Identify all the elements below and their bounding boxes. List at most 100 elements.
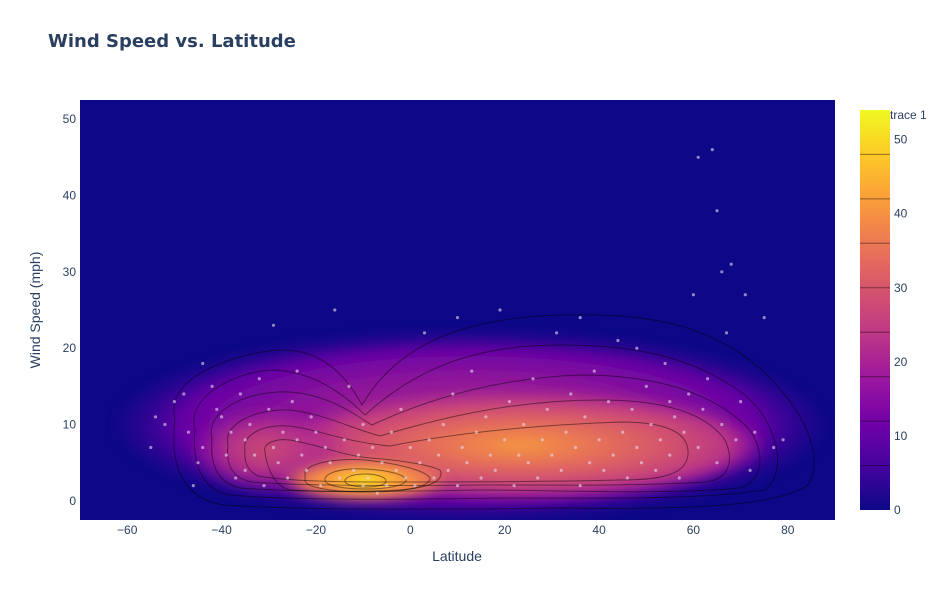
scatter-point <box>781 438 785 442</box>
scatter-point <box>470 369 474 373</box>
scatter-point <box>540 438 545 442</box>
scatter-point <box>503 438 507 442</box>
scatter-point <box>404 476 408 480</box>
scatter-point <box>555 331 559 335</box>
contour-level-6 <box>264 439 442 492</box>
scatter-point <box>413 484 417 488</box>
scatter-point <box>706 377 710 381</box>
scatter-point <box>455 316 460 320</box>
scatter-point <box>253 453 257 457</box>
scatter-point <box>352 468 356 472</box>
density-peak <box>280 458 450 502</box>
colorbar-tick-label: 20 <box>894 355 908 369</box>
scatter-point <box>234 476 238 480</box>
scatter-point <box>729 262 733 266</box>
contour-level-2 <box>193 344 779 500</box>
x-tick-label: −60 <box>117 523 138 537</box>
scatter-point <box>333 308 337 312</box>
scatter-point <box>682 430 686 434</box>
contour-level-5 <box>244 421 689 483</box>
scatter-point <box>583 415 587 419</box>
scatter-point <box>196 461 200 465</box>
scatter-point <box>342 438 346 442</box>
scatter-point <box>493 468 497 472</box>
y-axis-title: Wind Speed (mph) <box>27 252 43 369</box>
scatter-point <box>153 415 158 419</box>
scatter-point <box>304 468 309 472</box>
scatter-point <box>163 422 167 427</box>
x-tick-label: 0 <box>407 523 414 537</box>
y-tick-label: 0 <box>69 494 76 508</box>
contour-level-7 <box>304 459 431 493</box>
colorbar-tick-label: 30 <box>894 281 908 295</box>
scatter-point <box>262 484 266 488</box>
y-tick-label: 10 <box>63 418 77 432</box>
scatter-point <box>635 346 639 350</box>
scatter-point <box>701 407 705 411</box>
scatter-point <box>389 430 393 434</box>
x-tick-label: −40 <box>211 523 232 537</box>
scatter-point <box>446 468 450 472</box>
scatter-point <box>559 468 563 472</box>
colorbar-tick-label: 0 <box>894 503 901 517</box>
scatter-point <box>710 148 714 152</box>
scatter-point <box>573 445 578 450</box>
scatter-point <box>337 476 342 480</box>
scatter-point <box>257 377 261 381</box>
scatter-point <box>668 400 672 404</box>
scatter-point <box>739 400 743 404</box>
contour-level-9 <box>344 473 387 488</box>
scatter-point <box>243 468 247 472</box>
scatter-point <box>526 461 530 465</box>
scatter-point <box>677 476 681 480</box>
contour-level-1 <box>173 314 815 510</box>
scatter-point <box>366 476 370 480</box>
scatter-point <box>658 438 663 442</box>
scatter-point <box>356 453 360 457</box>
scatter-point <box>512 484 516 488</box>
contour-level-4 <box>226 399 730 487</box>
scatter-point <box>545 407 549 411</box>
scatter-point <box>224 453 228 457</box>
scatter-point <box>271 445 276 450</box>
scatter-point <box>276 461 280 465</box>
scatter-point <box>762 316 766 320</box>
scatter-point <box>630 407 634 411</box>
y-tick-label: 40 <box>63 189 77 203</box>
scatter-point <box>309 415 313 419</box>
scatter-point <box>286 476 290 480</box>
scatter-point <box>295 438 299 442</box>
scatter-point <box>394 468 398 472</box>
scatter-point <box>427 438 431 442</box>
scatter-point <box>748 468 752 472</box>
scatter-point <box>696 445 700 450</box>
scatter-point <box>186 430 191 434</box>
colorbar-title: trace 1 <box>890 108 927 122</box>
scatter-point <box>715 209 719 213</box>
scatter-point <box>564 430 568 434</box>
scatter-point <box>724 331 729 335</box>
colorbar-ticks: 0 10 20 30 40 50 <box>894 133 908 517</box>
x-axis-title: Latitude <box>432 548 482 564</box>
scatter-point <box>720 270 724 274</box>
scatter-point <box>663 361 667 366</box>
density-heatmap <box>80 100 835 520</box>
scatter-point <box>408 445 412 450</box>
scatter-point <box>149 445 153 450</box>
scatter-point <box>578 316 582 320</box>
x-tick-label: −20 <box>306 523 327 537</box>
scatter-point <box>635 445 639 450</box>
scatter-point <box>385 484 389 488</box>
scatter-point <box>531 377 535 381</box>
scatter-point <box>639 461 644 465</box>
scatter-point <box>201 361 205 366</box>
scatter-point <box>720 422 724 427</box>
scatter-point <box>668 453 672 457</box>
scatter-point <box>243 438 247 442</box>
scatter-point <box>654 468 658 472</box>
colorbar-gradient <box>860 110 890 510</box>
scatter-points <box>149 148 785 495</box>
scatter-point <box>290 400 294 404</box>
scatter-point <box>399 407 403 411</box>
